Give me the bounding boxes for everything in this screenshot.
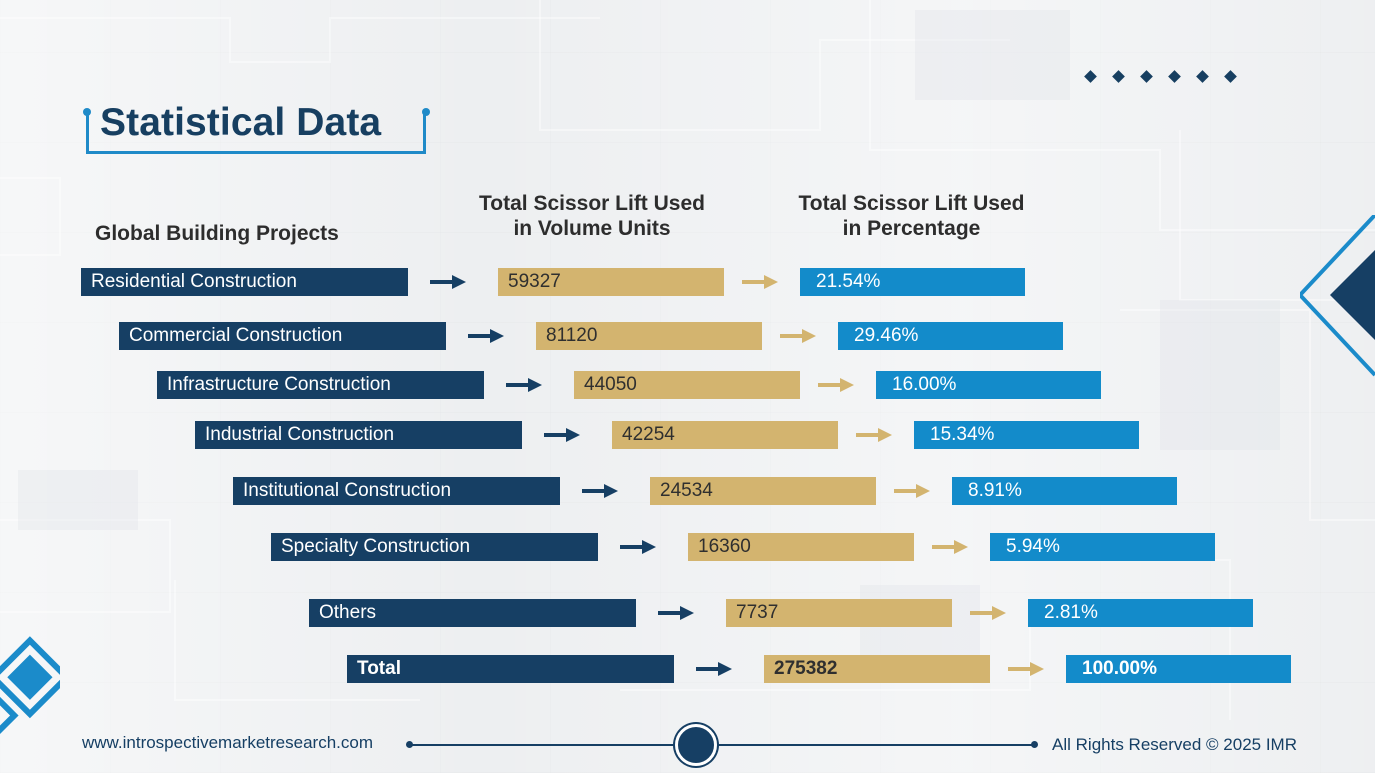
- diamond-icon: [1168, 70, 1181, 83]
- diamond-dots-decoration: [1083, 70, 1240, 84]
- arrow-right-icon: [658, 606, 694, 620]
- footer-right-dot: [1031, 741, 1038, 748]
- diamond-icon: [1224, 70, 1237, 83]
- arrow-right-icon: [468, 329, 504, 343]
- row-label: Total: [347, 655, 674, 683]
- row-volume: 44050: [574, 371, 800, 399]
- column-header-percentage-line2: in Percentage: [842, 217, 981, 240]
- row-percentage: 15.34%: [914, 421, 1139, 449]
- arrow-right-icon: [582, 484, 618, 498]
- footer-line-left: [410, 744, 675, 746]
- diamond-icon: [1140, 70, 1153, 83]
- arrow-right-icon: [544, 428, 580, 442]
- row-percentage: 21.54%: [800, 268, 1025, 296]
- page-title: Statistical Data: [100, 101, 382, 144]
- column-header-volume-line1: Total Scissor Lift Used: [479, 192, 705, 215]
- column-header-percentage-line1: Total Scissor Lift Used: [798, 192, 1025, 215]
- column-header-volume: Total Scissor Lift Used in Volume Units: [470, 191, 714, 241]
- title-frame-right-dot: [422, 108, 430, 116]
- title-frame: [86, 112, 426, 154]
- row-volume: 42254: [612, 421, 838, 449]
- row-volume: 16360: [688, 533, 914, 561]
- row-label: Specialty Construction: [271, 533, 598, 561]
- arrow-right-icon: [742, 275, 778, 289]
- copyright-text: All Rights Reserved © 2025 IMR: [1052, 735, 1297, 754]
- arrow-right-icon: [894, 484, 930, 498]
- row-volume: 7737: [726, 599, 952, 627]
- footer-center-circle: [675, 724, 717, 766]
- arrow-right-icon: [696, 662, 732, 676]
- arrow-right-icon: [818, 378, 854, 392]
- arrow-right-icon: [1008, 662, 1044, 676]
- arrow-right-icon: [856, 428, 892, 442]
- diamond-icon: [1084, 70, 1097, 83]
- row-percentage: 8.91%: [952, 477, 1177, 505]
- row-volume: 81120: [536, 322, 762, 350]
- arrow-right-icon: [780, 329, 816, 343]
- column-header-volume-line2: in Volume Units: [513, 217, 671, 240]
- row-label: Residential Construction: [81, 268, 408, 296]
- row-percentage: 16.00%: [876, 371, 1101, 399]
- arrow-right-icon: [932, 540, 968, 554]
- row-percentage: 2.81%: [1028, 599, 1253, 627]
- arrow-right-icon: [506, 378, 542, 392]
- row-label: Infrastructure Construction: [157, 371, 484, 399]
- row-percentage: 5.94%: [990, 533, 1215, 561]
- row-label: Commercial Construction: [119, 322, 446, 350]
- arrow-right-icon: [620, 540, 656, 554]
- diamond-icon: [1196, 70, 1209, 83]
- diamond-icon: [1112, 70, 1125, 83]
- arrow-right-icon: [970, 606, 1006, 620]
- row-percentage: 100.00%: [1066, 655, 1291, 683]
- row-label: Institutional Construction: [233, 477, 560, 505]
- row-volume: 59327: [498, 268, 724, 296]
- row-volume: 275382: [764, 655, 990, 683]
- footer-left-dot: [406, 741, 413, 748]
- arrow-right-icon: [430, 275, 466, 289]
- column-header-projects: Global Building Projects: [95, 222, 339, 245]
- website-link[interactable]: www.introspectivemarketresearch.com: [82, 733, 373, 752]
- footer-line-right: [717, 744, 1033, 746]
- row-volume: 24534: [650, 477, 876, 505]
- title-frame-left-dot: [83, 108, 91, 116]
- row-label: Industrial Construction: [195, 421, 522, 449]
- row-label: Others: [309, 599, 636, 627]
- column-header-percentage: Total Scissor Lift Used in Percentage: [790, 191, 1033, 241]
- row-percentage: 29.46%: [838, 322, 1063, 350]
